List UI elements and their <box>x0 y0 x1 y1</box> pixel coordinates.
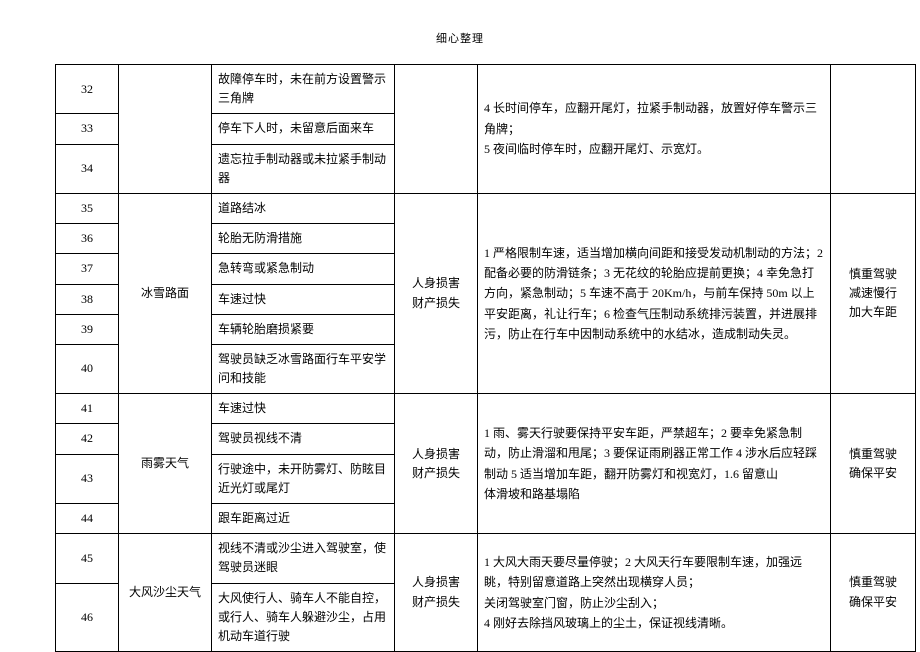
cell-item: 车速过快 <box>212 394 395 424</box>
cell-idx: 40 <box>56 344 119 393</box>
cell-item: 大风使行人、骑车人不能自控，或行人、骑车人躲避沙尘，占用机动车道行驶 <box>212 583 395 652</box>
cell-idx: 42 <box>56 424 119 454</box>
cell-idx: 46 <box>56 583 119 652</box>
cell-idx: 41 <box>56 394 119 424</box>
cell-category: 大风沙尘天气 <box>119 534 212 652</box>
cell-note <box>831 65 916 194</box>
cell-item: 轮胎无防滑措施 <box>212 224 395 254</box>
cell-idx: 34 <box>56 144 119 193</box>
cell-category: 冰雪路面 <box>119 193 212 393</box>
cell-item: 跟车距离过近 <box>212 504 395 534</box>
page: 细心整理 32 故障停车时，未在前方设置警示三角牌 4 长时间停车，应翻开尾灯，… <box>0 0 920 651</box>
cell-idx: 45 <box>56 534 119 583</box>
table-row: 41 雨雾天气 车速过快 人身损害财产损失 1 雨、雾天行驶要保持平安车距，严禁… <box>56 394 916 424</box>
cell-item: 道路结冰 <box>212 193 395 223</box>
cell-idx: 36 <box>56 224 119 254</box>
cell-risk <box>395 65 478 194</box>
cell-item: 故障停车时，未在前方设置警示三角牌 <box>212 65 395 114</box>
cell-note: 慎重驾驶减速慢行加大车距 <box>831 193 916 393</box>
cell-idx: 32 <box>56 65 119 114</box>
cell-note: 慎重驾驶确保平安 <box>831 394 916 534</box>
cell-item: 行驶途中，未开防雾灯、防眩目近光灯或尾灯 <box>212 454 395 503</box>
cell-measures: 1 雨、雾天行驶要保持平安车距，严禁超车；2 要幸免紧急制动，防止滑溜和甩尾；3… <box>478 394 831 534</box>
cell-item: 驾驶员视线不清 <box>212 424 395 454</box>
cell-idx: 39 <box>56 314 119 344</box>
cell-note: 慎重驾驶确保平安 <box>831 534 916 652</box>
cell-item: 遗忘拉手制动器或未拉紧手制动器 <box>212 144 395 193</box>
cell-category <box>119 65 212 194</box>
cell-item: 停车下人时，未留意后面来车 <box>212 114 395 144</box>
cell-idx: 38 <box>56 284 119 314</box>
cell-idx: 43 <box>56 454 119 503</box>
cell-risk: 人身损害财产损失 <box>395 394 478 534</box>
cell-idx: 33 <box>56 114 119 144</box>
cell-item: 视线不清或沙尘进入驾驶室，使驾驶员迷眼 <box>212 534 395 583</box>
cell-item: 驾驶员缺乏冰雪路面行车平安学问和技能 <box>212 344 395 393</box>
cell-risk: 人身损害财产损失 <box>395 193 478 393</box>
table-row: 35 冰雪路面 道路结冰 人身损害财产损失 1 严格限制车速，适当增加横向间距和… <box>56 193 916 223</box>
cell-risk: 人身损害财产损失 <box>395 534 478 652</box>
table-row: 45 大风沙尘天气 视线不清或沙尘进入驾驶室，使驾驶员迷眼 人身损害财产损失 1… <box>56 534 916 583</box>
cell-item: 车辆轮胎磨损紧要 <box>212 314 395 344</box>
cell-category: 雨雾天气 <box>119 394 212 534</box>
cell-measures: 4 长时间停车，应翻开尾灯，拉紧手制动器，放置好停车警示三角牌；5 夜间临时停车… <box>478 65 831 194</box>
cell-idx: 35 <box>56 193 119 223</box>
cell-idx: 44 <box>56 504 119 534</box>
cell-measures: 1 大风大雨天要尽量停驶；2 大风天行车要限制车速，加强远眺，特别留意道路上突然… <box>478 534 831 652</box>
table-row: 32 故障停车时，未在前方设置警示三角牌 4 长时间停车，应翻开尾灯，拉紧手制动… <box>56 65 916 114</box>
main-table: 32 故障停车时，未在前方设置警示三角牌 4 长时间停车，应翻开尾灯，拉紧手制动… <box>55 64 916 652</box>
page-header: 细心整理 <box>55 30 865 46</box>
cell-item: 急转弯或紧急制动 <box>212 254 395 284</box>
cell-idx: 37 <box>56 254 119 284</box>
cell-measures: 1 严格限制车速，适当增加横向间距和接受发动机制动的方法；2 配备必要的防滑链条… <box>478 193 831 393</box>
cell-item: 车速过快 <box>212 284 395 314</box>
